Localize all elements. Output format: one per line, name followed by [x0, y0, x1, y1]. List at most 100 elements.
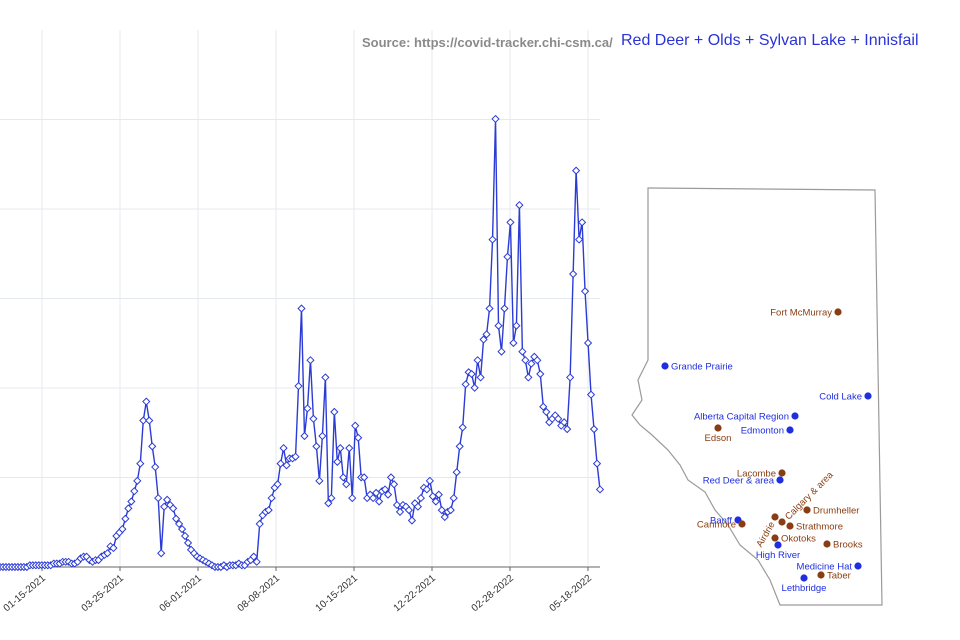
map-label: Banff [710, 516, 732, 527]
data-point [494, 321, 503, 330]
map-label: Alberta Capital Region [694, 412, 789, 423]
data-point [554, 414, 563, 423]
data-point [297, 304, 306, 313]
map-label: Edmonton [741, 426, 784, 437]
map-label: Medicine Hat [797, 562, 853, 573]
x-tick-label: 08-08-2021 [236, 573, 283, 615]
data-point [160, 502, 169, 511]
map-point [834, 308, 842, 316]
data-point [491, 114, 500, 124]
data-point [542, 407, 551, 417]
data-point [360, 473, 369, 482]
data-point [177, 524, 187, 534]
data-point [372, 488, 381, 498]
data-point [407, 516, 417, 525]
data-point [500, 304, 509, 313]
map-point [864, 392, 872, 400]
data-point [512, 321, 521, 330]
data-point [452, 468, 461, 477]
data-point [467, 369, 476, 379]
data-point [330, 407, 339, 417]
data-point [354, 433, 363, 442]
data-point [252, 557, 261, 566]
map-point [823, 540, 831, 548]
map-point [771, 534, 779, 542]
data-point [434, 490, 443, 499]
data-point [276, 459, 285, 468]
data-point [315, 476, 324, 485]
map-point [661, 362, 669, 370]
data-point [521, 356, 530, 365]
map-point [778, 469, 786, 477]
data-point [536, 369, 545, 379]
data-point [470, 383, 479, 392]
map-points: Fort McMurray Grande Prairie Cold Lake Albe… [661, 308, 872, 594]
data-point [145, 416, 154, 425]
map-point [786, 522, 794, 530]
data-point [476, 373, 485, 382]
map-label: High River [756, 550, 800, 561]
data-point [392, 500, 402, 510]
data-point [348, 493, 357, 503]
data-point [327, 493, 336, 503]
data-point [572, 166, 581, 175]
map-label: Brooks [833, 540, 863, 551]
map-point [738, 520, 746, 528]
region-title: Red Deer + Olds + Sylvan Lake + Innisfai… [621, 32, 919, 49]
data-point [413, 502, 423, 511]
map-label: Edson [705, 433, 732, 444]
data-point [174, 519, 184, 529]
data-point [183, 538, 193, 547]
x-tick-label: 06-01-2021 [158, 573, 205, 615]
data-point [449, 493, 458, 503]
map-label: Grande Prairie [671, 362, 733, 373]
data-point [264, 506, 273, 515]
data-point [273, 480, 282, 489]
data-point [306, 356, 315, 365]
data-point [509, 338, 518, 348]
data-point [351, 421, 360, 430]
data-point [380, 485, 390, 494]
data-point [560, 418, 569, 427]
x-tick-label: 03-25-2021 [80, 573, 127, 615]
data-point [595, 485, 605, 494]
data-point [324, 499, 333, 508]
data-point [154, 493, 163, 503]
data-point [389, 480, 399, 489]
data-point [583, 338, 593, 348]
map-label: Lethbridge [782, 583, 827, 594]
data-point [255, 519, 264, 529]
chart-grid [0, 30, 600, 568]
x-tick-label: 12-22-2021 [392, 573, 439, 615]
map-label: Lacombe [737, 469, 776, 480]
data-point [461, 380, 470, 389]
data-point [503, 252, 512, 261]
data-point [309, 414, 318, 423]
data-point [518, 347, 527, 356]
alberta-map: Fort McMurray Grande Prairie Cold Lake Albe… [631, 187, 883, 606]
data-point [416, 493, 426, 503]
data-point [109, 543, 118, 553]
data-point [455, 442, 464, 451]
data-point [428, 492, 437, 501]
map-point [778, 518, 786, 526]
data-point [118, 524, 127, 534]
data-point [103, 549, 112, 558]
data-point [485, 304, 494, 313]
map-point [774, 541, 782, 549]
data-point [142, 397, 151, 406]
data-point [318, 431, 327, 441]
x-axis-ticks: 01-15-2021 03-25-2021 06-01-2021 08-08-2021… [2, 567, 594, 615]
data-point [148, 442, 157, 451]
data-point [479, 335, 488, 344]
map-point [803, 506, 811, 514]
data-point [506, 218, 515, 227]
data-point [580, 287, 590, 296]
data-point [127, 497, 136, 506]
data-point [163, 495, 172, 504]
data-point [169, 504, 178, 513]
data-point [497, 347, 506, 356]
data-point [133, 476, 142, 485]
data-point [458, 423, 467, 432]
data-point [395, 507, 405, 516]
